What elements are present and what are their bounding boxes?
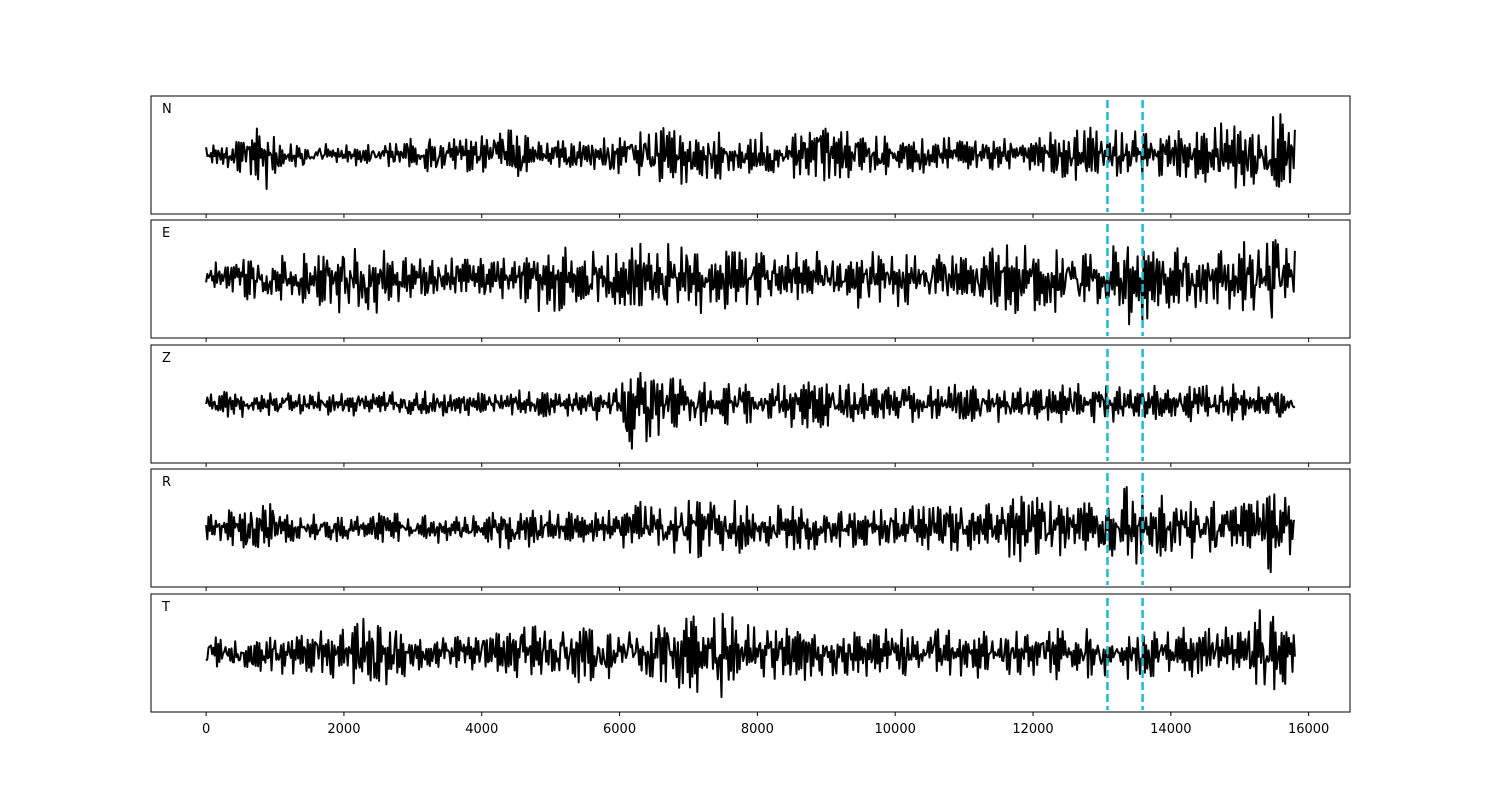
x-tick-label: 6000 [603,722,636,737]
x-tick-label: 10000 [875,722,916,737]
panel-frame [150,95,1351,215]
panel-z: Z [150,344,1351,467]
panel-e: E [150,219,1351,342]
x-tick-label: 14000 [1150,722,1191,737]
x-tick-label: 0 [202,722,210,737]
trace-e [205,239,1296,326]
x-tick-label: 4000 [465,722,498,737]
panel-label-r: R [162,475,171,490]
trace-r [205,486,1296,574]
panel-label-z: Z [162,351,171,366]
panel-frame [150,593,1351,713]
panel-frame [150,344,1351,464]
panel-t: T [150,593,1351,716]
panel-label-n: N [162,102,172,117]
panel-frame [150,219,1351,339]
trace-t [205,609,1296,699]
panel-label-t: T [161,600,170,615]
panel-frame [150,468,1351,588]
x-tick-label: 8000 [741,722,774,737]
x-tick-label: 12000 [1012,722,1053,737]
panel-label-e: E [162,226,170,241]
trace-z [205,371,1296,450]
panel-n: N [150,95,1351,218]
panel-r: R [150,468,1351,591]
x-tick-label: 2000 [327,722,360,737]
x-tick-label: 16000 [1288,722,1329,737]
trace-n [205,113,1296,190]
